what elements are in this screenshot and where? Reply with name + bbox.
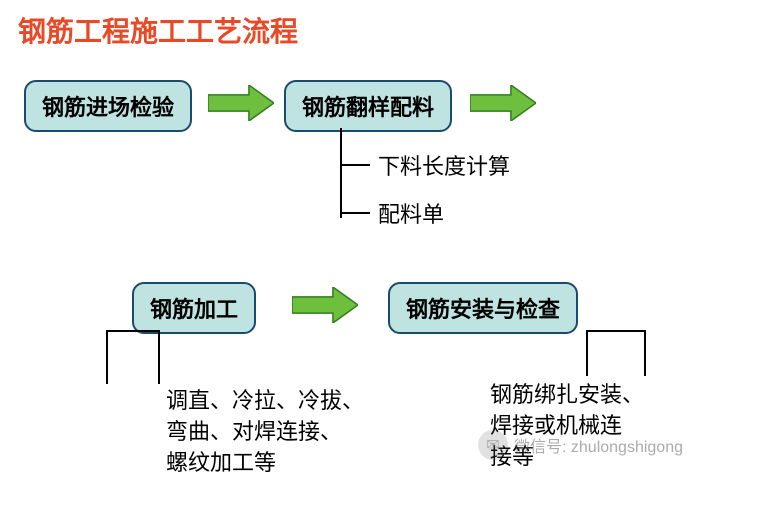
node-inspection: 钢筋进场检验 [24, 80, 192, 132]
connector-line [586, 330, 588, 376]
sublabel-material-list: 配料单 [378, 200, 444, 231]
connector-line [644, 330, 646, 376]
watermark-text: 微信号: zhulongshigong [514, 433, 683, 457]
connector-line [340, 212, 370, 214]
connector-line [106, 330, 108, 384]
arrow-1 [208, 85, 274, 121]
connector-line [106, 330, 160, 332]
arrow-3 [292, 287, 358, 323]
node-layout-material: 钢筋翻样配料 [284, 80, 452, 132]
watermark: ✉ 微信号: zhulongshigong [478, 430, 683, 460]
connector-line [586, 330, 646, 332]
arrow-2 [470, 85, 536, 121]
node-processing: 钢筋加工 [132, 282, 256, 334]
connector-line [158, 330, 160, 384]
diagram-title: 钢筋工程施工工艺流程 [18, 10, 298, 50]
node-install-check: 钢筋安装与检查 [388, 282, 578, 334]
sublabel-cut-length: 下料长度计算 [378, 152, 510, 183]
wechat-icon: ✉ [478, 430, 508, 460]
connector-line [340, 128, 342, 218]
connector-line [340, 164, 370, 166]
sublabel-processing-detail: 调直、冷拉、冷拔、 弯曲、对焊连接、 螺纹加工等 [166, 386, 364, 478]
